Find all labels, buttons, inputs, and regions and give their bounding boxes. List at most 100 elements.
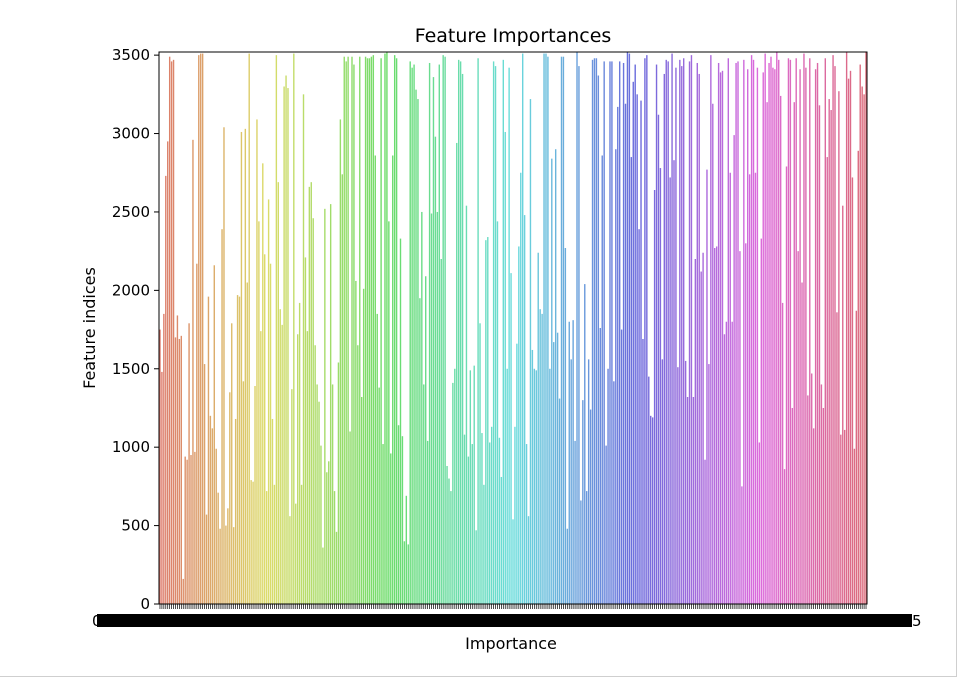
- bar: [374, 155, 376, 604]
- bar: [514, 426, 516, 604]
- bar: [500, 476, 503, 604]
- bar: [273, 484, 276, 604]
- bar: [776, 52, 778, 604]
- bar: [170, 61, 173, 605]
- bar: [741, 486, 743, 604]
- bar: [386, 52, 388, 604]
- bar: [615, 149, 617, 605]
- bar: [756, 67, 759, 605]
- bar: [843, 429, 846, 604]
- bar: [213, 265, 215, 604]
- bar: [378, 387, 380, 604]
- bar: [589, 409, 592, 604]
- bar: [198, 55, 200, 604]
- bar: [312, 218, 314, 605]
- bar: [638, 229, 640, 604]
- bar: [277, 182, 279, 604]
- bar: [376, 313, 378, 604]
- bar: [669, 177, 671, 604]
- bar: [196, 263, 198, 604]
- bar: [706, 169, 708, 605]
- bar: [467, 456, 470, 604]
- bar: [279, 309, 281, 604]
- bar: [760, 238, 762, 605]
- bar: [215, 448, 217, 604]
- bar: [446, 466, 448, 604]
- bar: [456, 142, 458, 604]
- bar: [368, 58, 371, 604]
- bar: [231, 323, 233, 604]
- bar: [632, 81, 634, 605]
- bar: [436, 211, 439, 604]
- bar: [543, 53, 545, 604]
- bar: [774, 69, 776, 604]
- bar: [448, 478, 450, 604]
- bar: [609, 61, 611, 605]
- bar: [593, 58, 596, 604]
- bar: [731, 321, 733, 604]
- bar: [768, 62, 770, 605]
- y-tick-label: 2000: [112, 281, 150, 299]
- bar: [551, 158, 553, 604]
- bar: [789, 59, 792, 604]
- bar: [392, 155, 394, 604]
- bar: [865, 52, 867, 604]
- bar: [182, 578, 184, 604]
- bar: [333, 491, 336, 604]
- bar: [227, 508, 229, 604]
- bar: [560, 56, 563, 604]
- bar: [324, 208, 326, 604]
- bar: [644, 58, 646, 604]
- bar: [663, 73, 665, 604]
- bar: [578, 66, 580, 605]
- x-tick-label-first: 0: [92, 612, 102, 630]
- bar: [830, 110, 832, 605]
- bar: [211, 428, 214, 604]
- bar: [845, 52, 848, 604]
- bar: [702, 252, 704, 605]
- bar: [520, 172, 522, 604]
- bar: [688, 61, 691, 605]
- bar: [258, 221, 260, 605]
- bar: [382, 444, 384, 604]
- bar: [209, 415, 212, 604]
- bar: [440, 259, 442, 604]
- bar: [607, 368, 609, 604]
- bar: [246, 282, 248, 604]
- bar: [300, 484, 303, 604]
- bar: [471, 444, 473, 604]
- bar: [554, 149, 557, 605]
- bar: [667, 61, 669, 605]
- bar: [397, 425, 400, 604]
- bar: [264, 254, 266, 605]
- bar: [533, 368, 536, 604]
- bars-layer: [159, 52, 867, 605]
- bar: [337, 362, 340, 604]
- bar: [469, 370, 472, 604]
- bar: [733, 135, 735, 605]
- bar: [712, 103, 714, 604]
- bar: [717, 62, 720, 605]
- bar: [240, 131, 243, 605]
- bar: [568, 321, 570, 604]
- bar: [527, 516, 530, 604]
- bar: [504, 131, 506, 605]
- bar: [770, 56, 772, 604]
- bar: [714, 248, 716, 604]
- bar: [797, 251, 799, 604]
- bar: [537, 252, 539, 605]
- bar: [566, 528, 569, 604]
- bar: [700, 271, 702, 604]
- bar: [805, 67, 807, 605]
- bar: [642, 338, 644, 604]
- bar: [384, 53, 386, 604]
- bar: [444, 56, 446, 604]
- bar: [748, 174, 751, 604]
- bar: [564, 248, 567, 604]
- bar: [620, 329, 623, 604]
- bar: [254, 386, 256, 604]
- bar: [618, 61, 621, 605]
- bar: [159, 329, 161, 604]
- bar: [556, 332, 559, 604]
- bar: [454, 368, 456, 604]
